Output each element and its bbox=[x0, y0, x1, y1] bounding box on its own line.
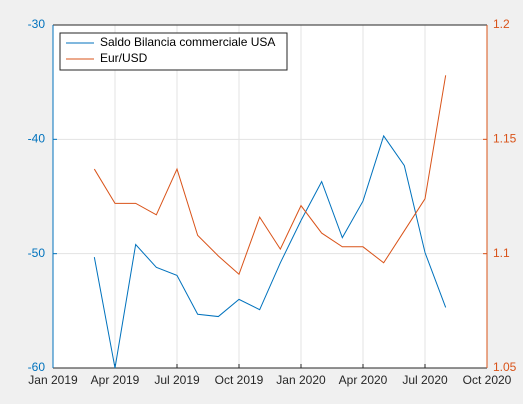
x-tick-label: Oct 2019 bbox=[215, 373, 264, 387]
y-tick-label: -30 bbox=[28, 17, 46, 31]
x-tick-label: Jul 2019 bbox=[154, 373, 200, 387]
x-tick-label: Apr 2020 bbox=[339, 373, 388, 387]
x-tick-label: Jan 2020 bbox=[276, 373, 326, 387]
legend-box bbox=[59, 32, 288, 71]
y2-tick-label: 1.2 bbox=[493, 17, 510, 31]
series-line bbox=[93, 75, 447, 276]
series-line bbox=[93, 134, 447, 369]
x-tick-label: Oct 2020 bbox=[463, 373, 512, 387]
y2-tick-label: 1.1 bbox=[493, 246, 510, 260]
legend-label: Eur/USD bbox=[100, 51, 148, 65]
x-tick-label: Jul 2020 bbox=[402, 373, 448, 387]
y2-tick-label: 1.05 bbox=[493, 360, 517, 374]
y-tick-label: -40 bbox=[28, 132, 46, 146]
y-tick-label: -50 bbox=[28, 246, 46, 260]
legend-label: Saldo Bilancia commerciale USA bbox=[100, 35, 275, 49]
x-tick-label: Jan 2019 bbox=[28, 373, 78, 387]
y2-tick-label: 1.15 bbox=[493, 132, 517, 146]
y-tick-label: -60 bbox=[28, 360, 46, 374]
plot-area bbox=[53, 25, 487, 368]
x-tick-label: Apr 2019 bbox=[91, 373, 140, 387]
